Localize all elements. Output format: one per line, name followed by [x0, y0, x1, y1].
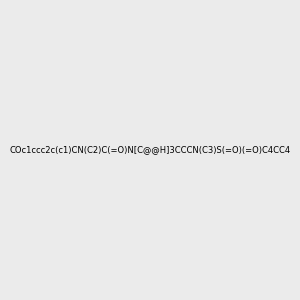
Text: COc1ccc2c(c1)CN(C2)C(=O)N[C@@H]3CCCN(C3)S(=O)(=O)C4CC4: COc1ccc2c(c1)CN(C2)C(=O)N[C@@H]3CCCN(C3)… — [9, 146, 291, 154]
